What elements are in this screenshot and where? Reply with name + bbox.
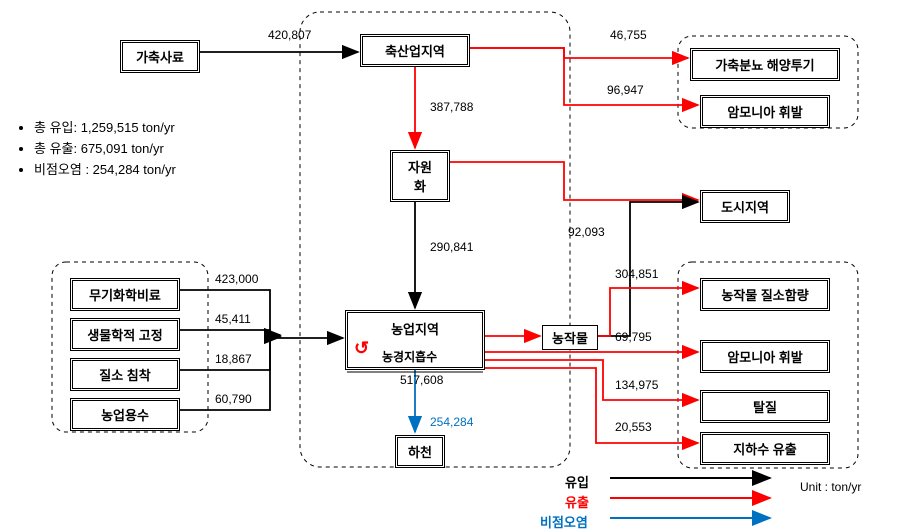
agri-sub-label: 농경지흡수 [382,348,437,365]
node-inorg: 무기화학비료 [70,278,180,311]
node-gw: 지하수 유출 [700,432,830,465]
legend-out-label: 유출 [565,492,589,511]
edge-label-e_nh3t: 96,947 [607,83,644,97]
node-crops: 농작물 [542,325,598,350]
edge-label-e_river: 254,284 [430,415,473,429]
legend-nps-label: 비점오염 [540,512,588,531]
edge-9 [598,288,698,336]
summary-outflow: 총 유출: 675,091 ton/yr [34,139,176,160]
edge-label-e_dump: 46,755 [610,28,647,42]
node-denit: 탈질 [700,390,830,423]
edge-label-e_rec_agr: 290,841 [430,240,473,254]
cycle-icon: ↺ [354,338,369,359]
edge-label-e_nh3b: 69,795 [615,330,652,344]
edge-label-e_inorg: 423,000 [215,272,258,286]
edge-label-e_agw: 60,790 [215,392,252,406]
node-feed: 가축사료 [120,40,200,73]
edge-label-e_biofix: 45,411 [215,312,251,326]
edge-label-e_under: 517,608 [400,373,443,387]
node-dumping: 가축분뇨 해양투기 [690,48,840,81]
edge-5 [470,48,698,105]
node-biofix: 생물학적 고정 [70,318,180,351]
node-livestock: 축산업지역 [360,34,470,67]
edge-label-e_ndep: 18,867 [215,352,252,366]
node-nh3_top: 암모니아 휘발 [700,95,830,128]
edge-12 [485,368,698,443]
edge-label-e_feed: 420,807 [268,28,311,42]
edge-14 [180,330,280,336]
edge-label-e_liv_rec: 387,788 [430,100,473,114]
unit-label: Unit : ton/yr [800,480,861,494]
edge-4 [470,48,688,58]
summary-inflow: 총 유입: 1,259,515 ton/yr [34,118,176,139]
node-recycle: 자원화 [390,150,450,202]
edge-label-e_city: 92,093 [568,225,605,239]
edge-6 [450,162,698,200]
legend-in-label: 유입 [565,472,589,491]
edge-label-e_cropn: 304,851 [615,267,658,281]
node-ndep: 질소 침착 [70,358,180,391]
node-city: 도시지역 [700,190,790,223]
node-crop_n: 농작물 질소함량 [700,278,830,311]
summary-nps: 비점오염 : 254,284 ton/yr [34,160,176,181]
edge-11 [485,360,698,400]
summary-list: 총 유입: 1,259,515 ton/yr 총 유출: 675,091 ton… [18,118,176,180]
node-agwater: 농업용수 [70,398,180,431]
edge-16 [180,338,343,410]
node-river: 하천 [395,435,445,468]
edge-label-e_gw: 20,553 [615,420,652,434]
node-nh3_bot: 암모니아 휘발 [700,340,830,373]
edge-label-e_denit: 134,975 [615,378,658,392]
